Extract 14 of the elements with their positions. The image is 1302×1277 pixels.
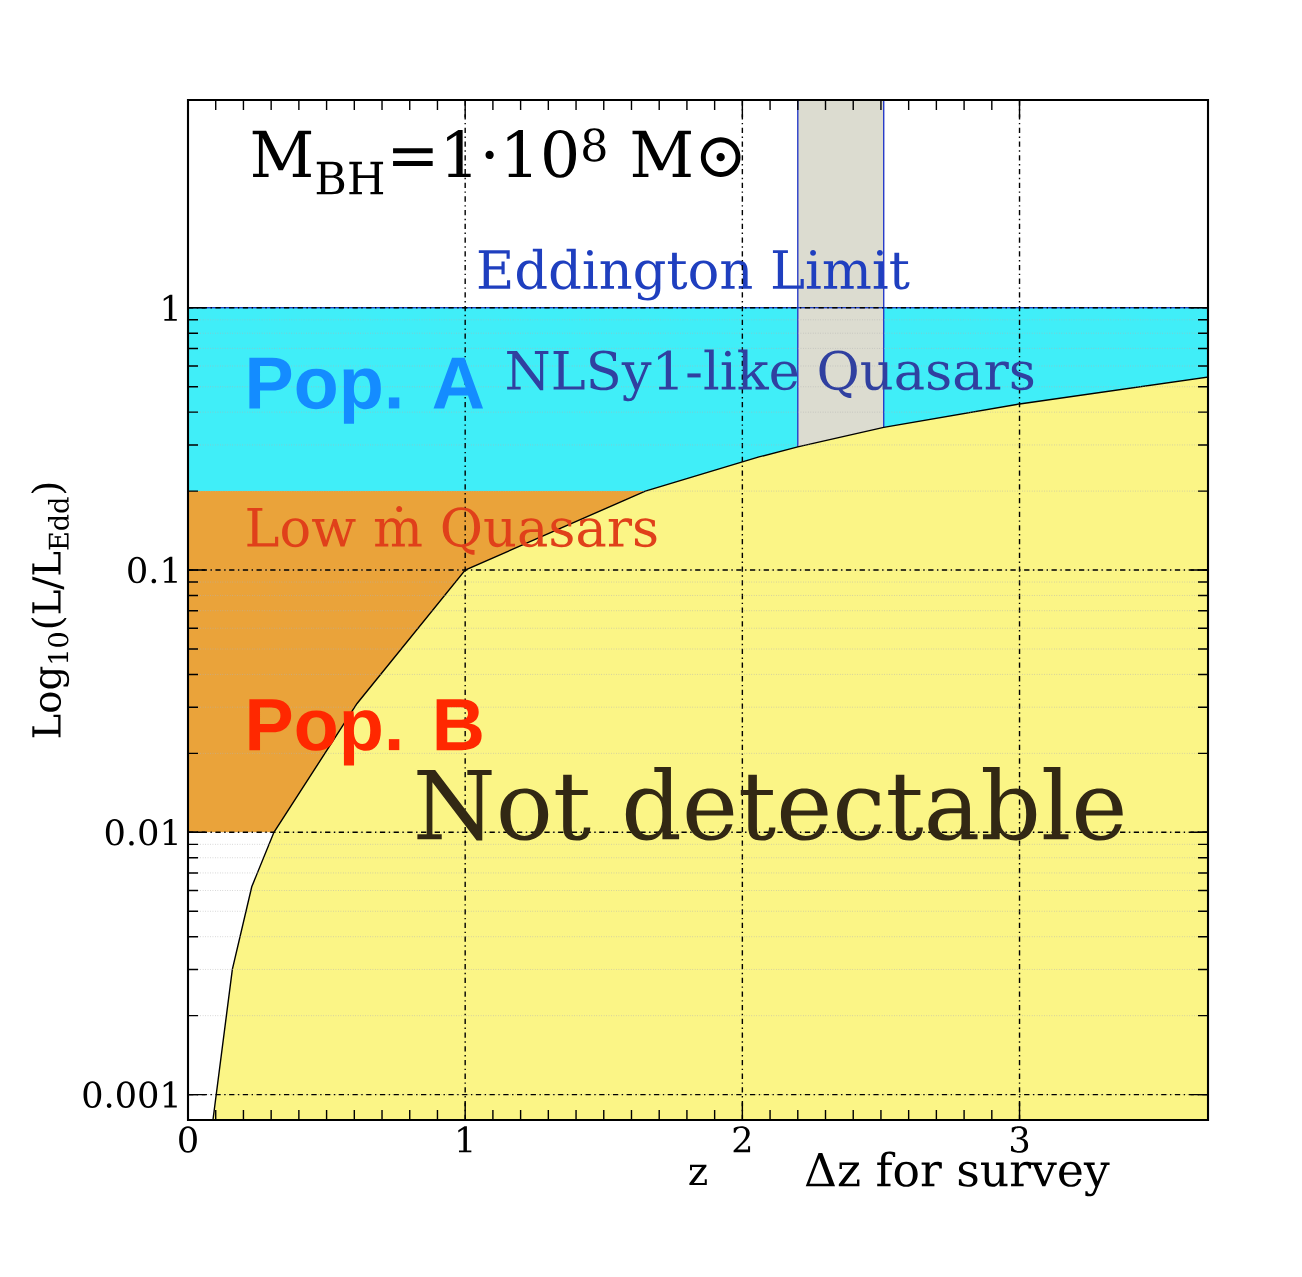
annotation: M$_{BH}$=1·10$^{8}$ M⊙ [252, 128, 741, 195]
x-axis-title: z [689, 1164, 707, 1185]
x-tick-label: 0 [179, 1126, 197, 1153]
y-tick-label: 1 [163, 294, 177, 321]
x-tick-label: 2 [733, 1126, 751, 1153]
x-tick-label: 3 [1011, 1126, 1029, 1153]
y-axis-title: Log$_{10}$(L/L$_{Edd}$) [31, 483, 70, 738]
y-tick-label: 0.01 [105, 819, 177, 846]
band-label: Low ṁ Quasars [247, 506, 657, 555]
y-tick-label: 0.001 [83, 1081, 177, 1108]
y-tick-label: 0.1 [128, 556, 177, 584]
annotation: Not detectable [417, 767, 1123, 841]
x-tick-label: 1 [458, 1126, 472, 1153]
annotation: Pop. A [249, 357, 484, 424]
